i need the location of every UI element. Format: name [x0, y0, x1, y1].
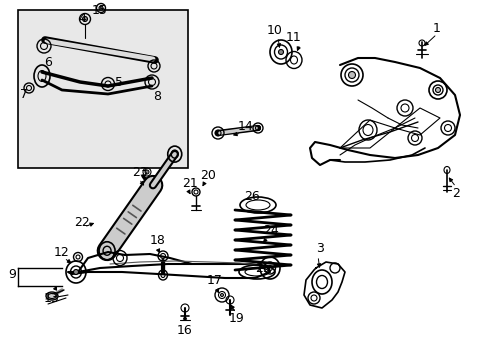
Text: 8: 8 [153, 90, 161, 103]
Ellipse shape [73, 270, 79, 274]
Ellipse shape [99, 6, 103, 10]
Text: 1: 1 [432, 22, 440, 35]
Text: 17: 17 [206, 274, 223, 287]
Text: 6: 6 [44, 55, 52, 68]
Text: 22: 22 [74, 216, 90, 229]
Bar [18, 10, 187, 168]
Text: 4: 4 [78, 12, 86, 24]
Ellipse shape [220, 293, 223, 297]
Text: 25: 25 [255, 261, 270, 274]
Ellipse shape [82, 17, 87, 22]
Ellipse shape [435, 87, 440, 93]
Text: 21: 21 [182, 176, 198, 189]
Text: 24: 24 [263, 224, 278, 237]
Text: 26: 26 [244, 189, 259, 202]
Text: 20: 20 [200, 168, 216, 181]
Ellipse shape [46, 292, 58, 300]
Text: 3: 3 [315, 242, 323, 255]
Text: 11: 11 [285, 31, 301, 44]
Text: 5: 5 [115, 76, 123, 89]
Text: 19: 19 [229, 311, 244, 324]
Text: 10: 10 [266, 23, 283, 36]
Text: 23: 23 [132, 166, 147, 179]
Text: 12: 12 [54, 246, 70, 258]
Text: 15: 15 [92, 4, 108, 17]
Ellipse shape [348, 72, 355, 78]
Text: 16: 16 [177, 324, 192, 337]
Text: 9: 9 [8, 269, 16, 282]
Text: 2: 2 [451, 186, 459, 199]
Text: 7: 7 [20, 87, 28, 100]
Text: 13: 13 [44, 292, 60, 305]
Ellipse shape [278, 50, 283, 54]
Text: 18: 18 [150, 234, 165, 247]
Ellipse shape [145, 170, 149, 174]
Text: 14: 14 [238, 120, 253, 132]
